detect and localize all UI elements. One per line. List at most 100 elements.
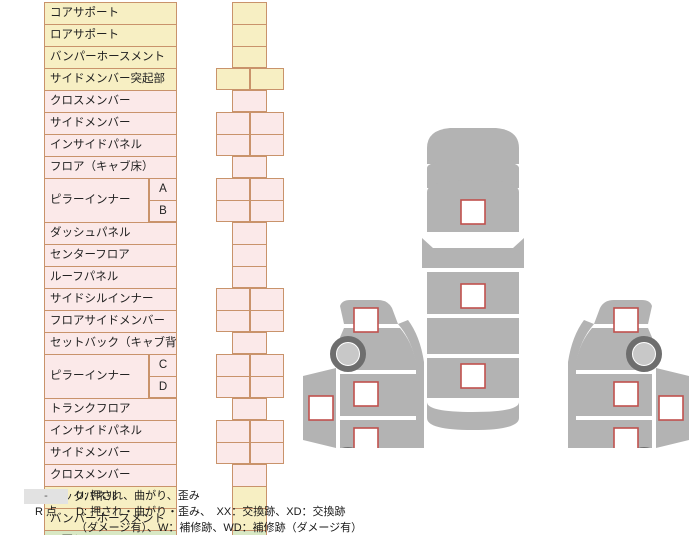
mark-cell-group [180,398,292,420]
mark-cell-group [180,354,292,376]
table-row: バンパーホースメント [44,46,267,68]
top-mark-3[interactable] [460,363,486,389]
mark-cell-left[interactable] [216,68,250,90]
mark-cell-group [180,222,292,244]
table-row: サイドメンバー [44,112,284,134]
panel-condition-table: コアサポート ロアサポート バンパーホースメント サイドメンバー突起部 クロスメンバーサ… [44,2,284,535]
left-body-outer-contour [398,320,424,448]
mark-cell-center[interactable] [232,266,267,288]
legend: - U: 押され、曲がり、歪み R 点 D: 押され・曲がり・歪み、 XX：交換… [24,489,444,535]
mark-cell-left[interactable] [216,310,250,332]
mark-cell-center[interactable] [232,222,267,244]
mark-cell-center[interactable] [232,486,267,508]
mark-cell-center[interactable] [232,530,267,535]
table-row: サイドメンバー突起部 [44,68,284,90]
mark-cell-right[interactable] [250,178,284,200]
mark-cell-right[interactable] [250,200,284,222]
panel-name-cell: サイドメンバー [44,112,177,134]
mark-cell-left[interactable] [216,376,250,398]
right-mark-1[interactable] [613,307,639,333]
right-mark-5[interactable] [658,395,684,421]
top-mark-1[interactable] [460,199,486,225]
mark-cell-group [180,156,292,178]
mark-cell-group [180,508,292,530]
mark-cell-group [180,486,292,508]
panel-name-cell: セットバック（キャブ背） [44,332,177,354]
right-mark-3[interactable] [613,427,639,448]
left-mark-2[interactable] [353,381,379,407]
mark-cell-group [180,420,292,442]
mark-cell-center[interactable] [232,2,267,24]
top-mark-2[interactable] [460,283,486,309]
mark-cell-right[interactable] [250,288,284,310]
mark-cell-group [180,464,292,486]
panel-name-cell: ロアサポート [44,24,177,46]
table-row: 下回り [44,530,267,535]
table-row: サイドシルインナー [44,288,284,310]
legend-continuation: （ダメージ有）、W：補修跡、WD：補修跡（ダメージ有） [76,522,363,534]
table-row: クロスメンバー [44,464,267,486]
mark-cell-left[interactable] [216,200,250,222]
panel-sub-letter-cell: C [149,354,177,376]
mark-cell-left[interactable] [216,442,250,464]
right-mark-2[interactable] [613,381,639,407]
mark-cell-group [180,530,292,535]
mark-cell-left[interactable] [216,354,250,376]
mark-cell-center[interactable] [232,156,267,178]
legend-key-r-point: R 点 [35,506,57,518]
panel-name-cell: 下回り [44,530,177,535]
mark-cell-group [180,178,292,200]
panel-name-cell: ルーフパネル [44,266,177,288]
table-row: センターフロア [44,244,267,266]
panel-name-cell: ピラーインナー [44,178,149,222]
mark-cell-center[interactable] [232,244,267,266]
left-mark-3[interactable] [353,427,379,448]
table-row: インサイドパネル [44,134,284,156]
right-front-wheel-hub [633,343,655,365]
top-roof-front-segment [422,238,524,268]
top-front-bumper-segment [427,128,519,164]
table-row: インサイドパネル [44,420,284,442]
mark-cell-center[interactable] [232,46,267,68]
mark-cell-left[interactable] [216,134,250,156]
mark-cell-right[interactable] [250,420,284,442]
table-row: セットバック（キャブ背） [44,332,267,354]
table-row: コアサポート [44,2,267,24]
mark-cell-right[interactable] [250,112,284,134]
mark-cell-group [180,46,292,68]
legend-text-d: D: 押され・曲がり・歪み、 XX：交換跡、XD：交換跡 [76,506,346,518]
mark-cell-center[interactable] [232,508,267,530]
mark-cell-right[interactable] [250,354,284,376]
mark-cell-center[interactable] [232,24,267,46]
left-side-view [303,300,424,448]
mark-cell-group [180,288,292,310]
table-row: ロアサポート [44,24,267,46]
left-front-wheel-ring [330,336,366,372]
mark-cell-right[interactable] [250,310,284,332]
car-body-diagram [300,118,692,448]
left-mark-1[interactable] [353,307,379,333]
mark-cell-left[interactable] [216,112,250,134]
mark-cell-left[interactable] [216,288,250,310]
mark-cell-center[interactable] [232,464,267,486]
mark-cell-right[interactable] [250,68,284,90]
table-row: フロアサイドメンバー [44,310,284,332]
mark-cell-center[interactable] [232,398,267,420]
panel-name-cell: インサイドパネル [44,420,177,442]
left-front-wheel-hub [337,343,359,365]
top-view [422,128,524,430]
top-hood-segment [427,160,519,188]
left-mark-5[interactable] [308,395,334,421]
mark-cell-group [180,112,292,134]
mark-cell-right[interactable] [250,442,284,464]
table-row: トランクフロア [44,398,267,420]
mark-cell-right[interactable] [250,376,284,398]
mark-cell-group [180,68,292,90]
mark-cell-center[interactable] [232,332,267,354]
mark-cell-center[interactable] [232,90,267,112]
mark-cell-left[interactable] [216,420,250,442]
mark-cell-left[interactable] [216,178,250,200]
panel-name-cell: バンパーホースメント [44,46,177,68]
mark-cell-right[interactable] [250,134,284,156]
